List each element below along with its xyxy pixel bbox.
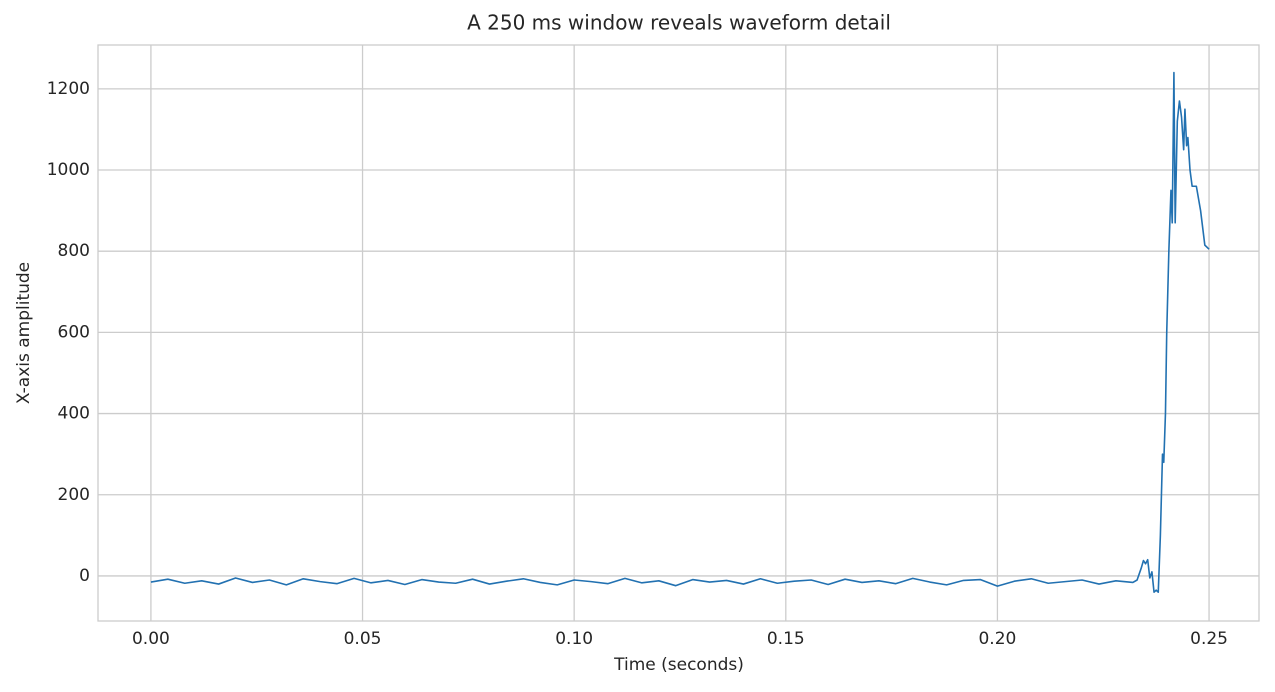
y-axis-label: X-axis amplitude	[14, 262, 34, 404]
plot-frame	[97, 44, 1260, 622]
y-tick-label: 1200	[47, 79, 90, 99]
x-tick-label: 0.05	[344, 629, 382, 649]
line-series	[150, 71, 1210, 593]
y-tick-label: 1000	[47, 160, 90, 180]
y-tick-label: 400	[58, 404, 90, 424]
x-tick-label: 0.00	[132, 629, 170, 649]
x-tick-label: 0.10	[555, 629, 593, 649]
x-axis-label: Time (seconds)	[613, 655, 744, 675]
y-tick-label: 800	[58, 241, 90, 261]
y-tick-label: 200	[58, 485, 90, 505]
x-tick-label: 0.25	[1190, 629, 1228, 649]
y-tick-label: 600	[58, 322, 90, 342]
x-tick-label: 0.20	[978, 629, 1016, 649]
y-tick-label: 0	[79, 566, 90, 586]
chart-title: A 250 ms window reveals waveform detail	[467, 11, 891, 35]
x-tick-label: 0.15	[767, 629, 805, 649]
